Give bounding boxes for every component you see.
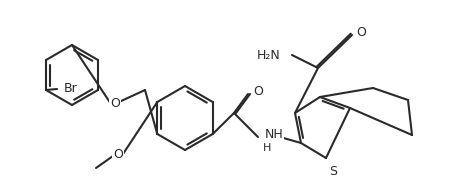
Text: Br: Br [64,82,78,95]
Text: NH: NH [265,129,284,142]
Text: S: S [329,165,337,178]
Text: O: O [110,97,120,110]
Text: O: O [113,149,123,162]
Text: O: O [356,26,366,38]
Text: H: H [263,143,271,153]
Text: H₂N: H₂N [256,48,280,61]
Text: O: O [253,85,263,97]
